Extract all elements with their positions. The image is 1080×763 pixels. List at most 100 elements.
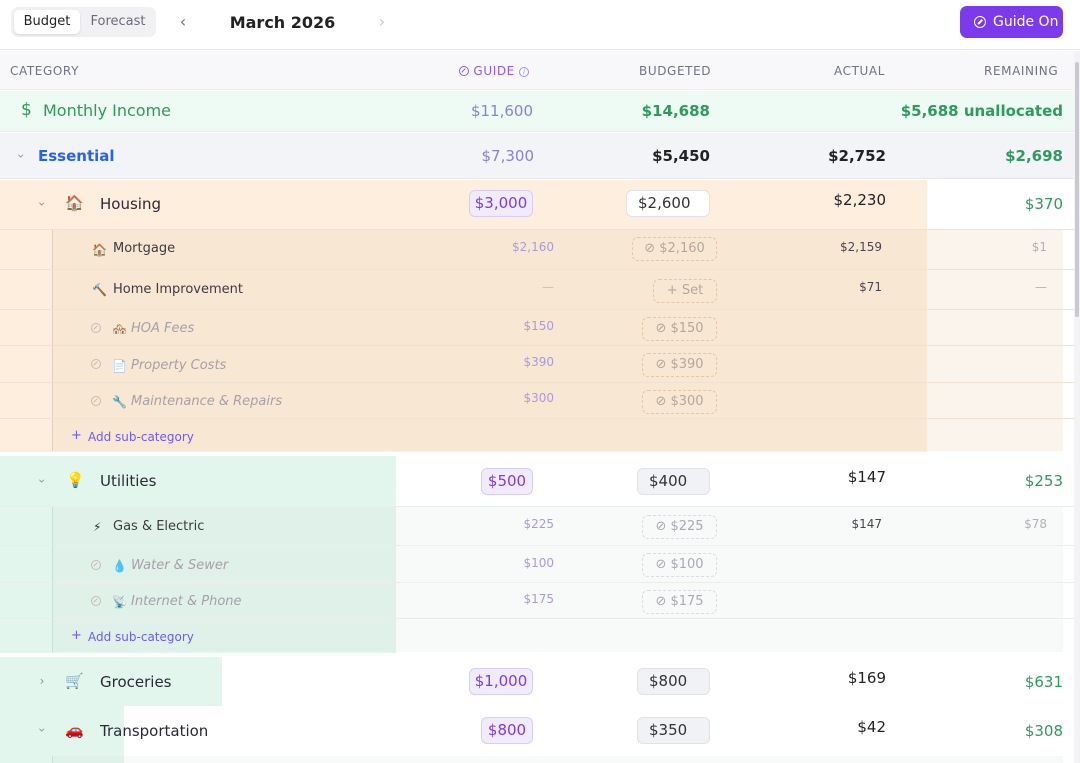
groceries-guide-pill[interactable]: $1,000 bbox=[469, 668, 533, 695]
essential-guide: $7,300 bbox=[481, 147, 535, 165]
housing-guide-pill[interactable]: $3,000 bbox=[469, 190, 533, 217]
utilities-guide-pill[interactable]: $500 bbox=[481, 468, 533, 495]
tab-budget[interactable]: Budget bbox=[14, 10, 80, 34]
scrollbar[interactable] bbox=[1074, 51, 1080, 763]
utilities-sub-panel bbox=[52, 506, 1063, 652]
sub-remaining: $1 bbox=[1031, 240, 1047, 254]
hammer-icon: 🔨 bbox=[92, 283, 107, 297]
subcategory-row-mortgage[interactable]: 🏠 Mortgage $2,160 ⊘ $2,160 $2,159 $1 bbox=[0, 229, 1075, 269]
transportation-actual: $42 bbox=[857, 718, 886, 736]
category-row-utilities[interactable]: › 💡 Utilities $500 $400 $147 $253 bbox=[0, 456, 1075, 506]
guide-suggestion-icon bbox=[91, 596, 101, 606]
sub-guide: $2,160 bbox=[512, 240, 554, 254]
essential-budgeted: $5,450 bbox=[652, 147, 710, 165]
transportation-budget-input[interactable]: $350 bbox=[637, 717, 710, 744]
guide-suggestion-icon bbox=[91, 323, 101, 333]
lightbulb-icon: 💡 bbox=[66, 471, 85, 489]
subcategory-label: Property Costs bbox=[131, 358, 227, 373]
subcategory-row-property-costs[interactable]: 📄 Property Costs $390 ⊘ $390 bbox=[0, 345, 1075, 382]
sub-guide: $300 bbox=[523, 391, 554, 405]
sub-budget-value: $2,160 bbox=[659, 241, 705, 256]
scrollbar-thumb[interactable] bbox=[1075, 62, 1079, 317]
sub-budget-input[interactable]: ⊘ $2,160 bbox=[632, 237, 717, 261]
transportation-guide-pill[interactable]: $800 bbox=[481, 717, 533, 744]
category-label-utilities: Utilities bbox=[100, 472, 157, 490]
subcategory-label: HOA Fees bbox=[131, 321, 195, 336]
sub-budget-input[interactable]: ⊘ $100 bbox=[642, 553, 717, 577]
housing-remaining: $370 bbox=[1024, 195, 1063, 213]
income-guide: $11,600 bbox=[470, 102, 533, 120]
car-icon: 🚗 bbox=[65, 721, 84, 739]
subcategory-label: Home Improvement bbox=[113, 282, 243, 297]
transportation-progress-fill bbox=[0, 706, 124, 763]
chevron-down-icon[interactable]: › bbox=[14, 153, 28, 159]
add-subcategory-link[interactable]: Add sub-category bbox=[88, 430, 194, 444]
utilities-budget-input[interactable]: $400 bbox=[637, 468, 710, 495]
sub-guide: $390 bbox=[523, 355, 554, 369]
income-unallocated: $5,688 unallocated bbox=[900, 102, 1063, 120]
wrench-icon: 🔧 bbox=[112, 395, 127, 409]
chevron-right-icon[interactable]: › bbox=[39, 674, 45, 688]
prev-month-icon[interactable]: ‹ bbox=[179, 12, 187, 31]
sub-budget-input[interactable]: ⊘ $225 bbox=[642, 515, 717, 539]
utilities-remaining: $253 bbox=[1024, 472, 1063, 490]
utilities-progress-fill bbox=[0, 456, 396, 653]
housing-progress-fill bbox=[0, 180, 927, 452]
chevron-down-icon[interactable]: › bbox=[35, 478, 49, 484]
next-month-icon[interactable]: › bbox=[378, 12, 386, 31]
housing-budget-input[interactable]: $2,600 bbox=[626, 190, 710, 217]
sub-guide: — bbox=[542, 280, 554, 294]
category-row-groceries[interactable]: › 🛒 Groceries $1,000 $800 $169 $631 bbox=[0, 657, 1075, 706]
add-subcategory-row[interactable]: + Add sub-category bbox=[0, 418, 1075, 451]
plus-icon: + bbox=[71, 428, 82, 443]
subcategory-label: Maintenance & Repairs bbox=[131, 394, 283, 409]
sub-guide: $175 bbox=[523, 592, 554, 606]
groceries-budget-input[interactable]: $800 bbox=[637, 668, 710, 695]
col-actual: ACTUAL bbox=[834, 64, 885, 78]
guide-suggestion-icon bbox=[91, 560, 101, 570]
set-budget-button[interactable]: + Set bbox=[653, 279, 717, 303]
top-bar: Budget Forecast ‹ March 2026 › Guide On bbox=[0, 0, 1080, 50]
tab-forecast[interactable]: Forecast bbox=[90, 14, 146, 29]
add-subcategory-row[interactable]: + Add sub-category bbox=[0, 618, 1075, 652]
category-row-transportation[interactable]: › 🚗 Transportation $800 $350 $42 $308 bbox=[0, 706, 1075, 756]
subcategory-row-maintenance[interactable]: 🔧 Maintenance & Repairs $300 ⊘ $300 bbox=[0, 382, 1075, 418]
sub-budget-input[interactable]: ⊘ $300 bbox=[642, 390, 717, 414]
table-header: CATEGORY GUIDE i BUDGETED ACTUAL REMAINI… bbox=[0, 51, 1075, 90]
group-row-essential[interactable]: › Essential $7,300 $5,450 $2,752 $2,698 bbox=[0, 133, 1075, 179]
sub-budget-input[interactable]: ⊘ $390 bbox=[642, 353, 717, 377]
subcategory-row-water-sewer[interactable]: 💧 Water & Sewer $100 ⊘ $100 bbox=[0, 545, 1075, 582]
chevron-down-icon[interactable]: › bbox=[35, 201, 49, 207]
guide-icon bbox=[974, 16, 986, 28]
sub-budget-input[interactable]: ⊘ $175 bbox=[642, 590, 717, 614]
subcategory-row-home-improvement[interactable]: 🔨 Home Improvement — + Set $71 — bbox=[0, 269, 1075, 309]
water-drop-icon: 💧 bbox=[112, 559, 127, 573]
groceries-progress-fill bbox=[0, 657, 222, 706]
sub-budget-value: $100 bbox=[670, 557, 704, 572]
satellite-icon: 📡 bbox=[112, 595, 127, 609]
guide-on-button[interactable]: Guide On bbox=[960, 6, 1063, 38]
groceries-remaining: $631 bbox=[1024, 673, 1063, 691]
groceries-actual: $169 bbox=[847, 669, 886, 687]
sub-budget-input[interactable]: ⊘ $150 bbox=[642, 317, 717, 341]
col-category: CATEGORY bbox=[10, 64, 80, 78]
group-label-essential: Essential bbox=[38, 147, 115, 165]
guide-on-label: Guide On bbox=[993, 14, 1059, 30]
sub-actual: $71 bbox=[859, 280, 882, 294]
sub-budget-value: $300 bbox=[670, 394, 704, 409]
col-guide-label: GUIDE bbox=[473, 64, 515, 78]
subcategory-row-hoa-fees[interactable]: 🏘️ HOA Fees $150 ⊘ $150 bbox=[0, 309, 1075, 345]
info-icon[interactable]: i bbox=[519, 67, 530, 77]
house-icon: 🏠 bbox=[65, 194, 84, 212]
income-row[interactable]: $ Monthly Income $11,600 $14,688 $5,688 … bbox=[0, 91, 1075, 132]
subcategory-row-internet-phone[interactable]: 📡 Internet & Phone $175 ⊘ $175 bbox=[0, 582, 1075, 618]
add-subcategory-link[interactable]: Add sub-category bbox=[88, 630, 194, 644]
subcategory-row-gas-electric[interactable]: ⚡ Gas & Electric $225 ⊘ $225 $147 $78 bbox=[0, 506, 1075, 545]
essential-remaining: $2,698 bbox=[1005, 147, 1063, 165]
utilities-actual: $147 bbox=[847, 468, 886, 486]
category-row-housing[interactable]: › 🏠 Housing $3,000 $2,600 $2,230 $370 bbox=[0, 180, 1075, 229]
income-budgeted: $14,688 bbox=[641, 102, 710, 120]
view-toggle: Budget Forecast bbox=[11, 7, 156, 37]
chevron-down-icon[interactable]: › bbox=[35, 727, 49, 733]
income-label: Monthly Income bbox=[43, 101, 172, 120]
